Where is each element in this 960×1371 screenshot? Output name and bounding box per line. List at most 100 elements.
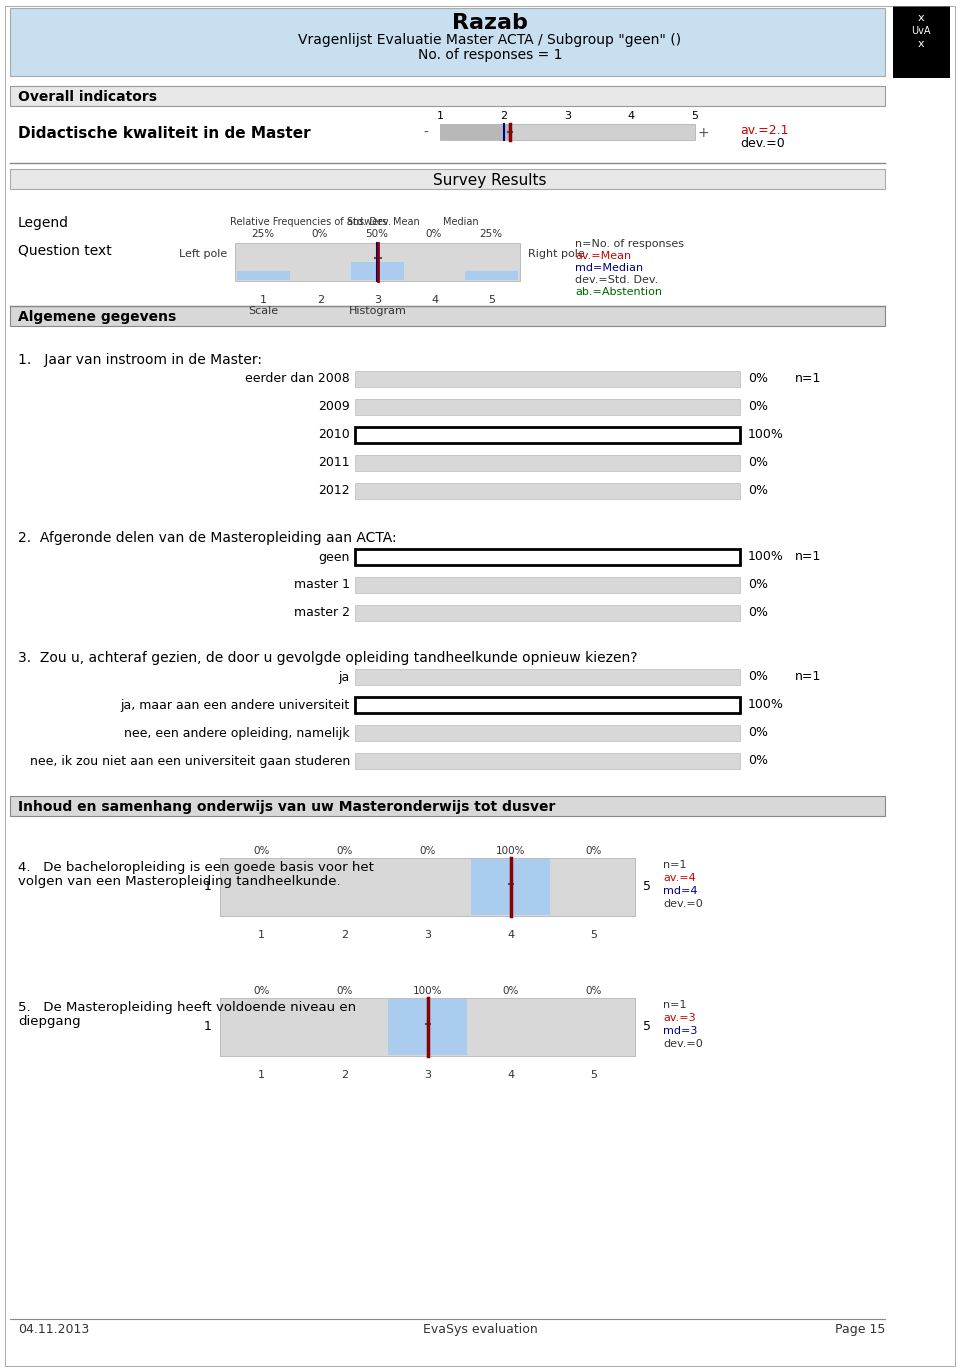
Text: 3: 3 <box>424 1069 431 1080</box>
Text: EvaSys evaluation: EvaSys evaluation <box>422 1323 538 1335</box>
Text: 4: 4 <box>507 930 514 941</box>
Bar <box>355 483 740 499</box>
Text: n=1: n=1 <box>663 860 686 871</box>
Text: 0%: 0% <box>253 846 270 856</box>
Bar <box>355 696 740 713</box>
Text: n=1: n=1 <box>795 670 822 684</box>
Bar <box>10 797 885 816</box>
Text: 2: 2 <box>341 930 348 941</box>
Bar <box>471 860 550 914</box>
Text: 1: 1 <box>260 295 267 304</box>
Text: 0%: 0% <box>336 846 352 856</box>
Text: Page 15: Page 15 <box>834 1323 885 1335</box>
Text: dev.=Std. Dev.: dev.=Std. Dev. <box>575 276 659 285</box>
Bar <box>355 455 740 472</box>
Text: 3.  Zou u, achteraf gezien, de door u gevolgde opleiding tandheelkunde opnieuw k: 3. Zou u, achteraf gezien, de door u gev… <box>18 651 637 665</box>
Text: 4.   De bacheloropleiding is een goede basis voor het: 4. De bacheloropleiding is een goede bas… <box>18 861 373 873</box>
Text: ja: ja <box>339 670 350 684</box>
Bar <box>220 998 635 1056</box>
Text: 0%: 0% <box>748 457 768 469</box>
Text: +: + <box>697 126 708 140</box>
Bar <box>355 669 740 686</box>
Text: 0%: 0% <box>586 846 602 856</box>
Text: 2: 2 <box>341 1069 348 1080</box>
Text: 1: 1 <box>437 111 444 121</box>
Text: 5.   De Masteropleiding heeft voldoende niveau en: 5. De Masteropleiding heeft voldoende ni… <box>18 1001 356 1015</box>
Text: n=1: n=1 <box>663 999 686 1010</box>
Bar <box>10 86 885 106</box>
Text: nee, een andere opleiding, namelijk: nee, een andere opleiding, namelijk <box>125 727 350 739</box>
Bar <box>220 858 635 916</box>
Text: 0%: 0% <box>748 727 768 739</box>
Text: 5: 5 <box>691 111 699 121</box>
Text: Std. Dev.: Std. Dev. <box>347 217 391 228</box>
Text: master 1: master 1 <box>294 579 350 591</box>
Bar <box>355 426 740 443</box>
Text: Vragenlijst Evaluatie Master ACTA / Subgroup "geen" (): Vragenlijst Evaluatie Master ACTA / Subg… <box>299 33 682 47</box>
Text: 5: 5 <box>643 1020 651 1034</box>
Text: 5: 5 <box>590 1069 597 1080</box>
Text: geen: geen <box>319 551 350 563</box>
Bar <box>355 725 740 740</box>
Text: 0%: 0% <box>420 846 436 856</box>
Text: av.=Mean: av.=Mean <box>575 251 631 260</box>
Bar <box>355 548 740 565</box>
Text: Legend: Legend <box>18 217 69 230</box>
Text: md=Median: md=Median <box>575 263 643 273</box>
Text: Scale: Scale <box>249 306 278 315</box>
Bar <box>351 262 404 280</box>
Bar <box>235 243 520 281</box>
Bar <box>355 753 740 769</box>
Text: 0%: 0% <box>748 373 768 385</box>
Text: 100%: 100% <box>748 429 784 441</box>
Text: dev.=0: dev.=0 <box>740 137 784 149</box>
Text: 2009: 2009 <box>319 400 350 414</box>
Text: volgen van een Masteropleiding tandheelkunde.: volgen van een Masteropleiding tandheelk… <box>18 875 341 888</box>
Text: Left pole: Left pole <box>179 250 227 259</box>
Text: 1: 1 <box>258 930 265 941</box>
Text: 0%: 0% <box>426 229 443 239</box>
Bar <box>893 5 950 78</box>
Text: Overall indicators: Overall indicators <box>18 90 157 104</box>
Text: 4: 4 <box>507 1069 514 1080</box>
Text: 0%: 0% <box>253 986 270 995</box>
Text: 100%: 100% <box>748 551 784 563</box>
Text: x: x <box>918 12 924 23</box>
Text: Question text: Question text <box>18 244 111 258</box>
Text: 5: 5 <box>643 880 651 894</box>
Text: Razab: Razab <box>452 12 528 33</box>
Text: 0%: 0% <box>748 484 768 498</box>
Text: 100%: 100% <box>748 698 784 712</box>
Bar <box>465 271 518 280</box>
Text: 3: 3 <box>564 111 571 121</box>
Text: 1: 1 <box>204 1020 212 1034</box>
Bar <box>440 123 510 140</box>
Text: 5: 5 <box>488 295 495 304</box>
Text: 2: 2 <box>317 295 324 304</box>
Bar <box>355 696 740 713</box>
Text: 0%: 0% <box>748 754 768 768</box>
Text: dev.=0: dev.=0 <box>663 899 703 909</box>
Text: dev.=0: dev.=0 <box>663 1039 703 1049</box>
Text: av.=2.1: av.=2.1 <box>740 123 788 137</box>
Text: 1.   Jaar van instroom in de Master:: 1. Jaar van instroom in de Master: <box>18 352 262 367</box>
Text: 25%: 25% <box>252 229 275 239</box>
Text: 0%: 0% <box>586 986 602 995</box>
Text: 2011: 2011 <box>319 457 350 469</box>
Text: Didactische kwaliteit in de Master: Didactische kwaliteit in de Master <box>18 126 311 141</box>
Bar <box>355 372 740 387</box>
Text: 4: 4 <box>431 295 438 304</box>
Text: 0%: 0% <box>748 606 768 620</box>
Text: ja, maar aan een andere universiteit: ja, maar aan een andere universiteit <box>121 698 350 712</box>
Text: md=3: md=3 <box>663 1026 697 1036</box>
Text: 25%: 25% <box>479 229 503 239</box>
Text: 3: 3 <box>424 930 431 941</box>
Text: md=4: md=4 <box>663 886 698 897</box>
Text: eerder dan 2008: eerder dan 2008 <box>245 373 350 385</box>
Text: av.=4: av.=4 <box>663 873 696 883</box>
Bar <box>440 123 695 140</box>
Bar <box>10 8 885 75</box>
Bar <box>237 271 290 280</box>
Text: 2.  Afgeronde delen van de Masteropleiding aan ACTA:: 2. Afgeronde delen van de Masteropleidin… <box>18 531 396 546</box>
Text: 0%: 0% <box>312 229 328 239</box>
